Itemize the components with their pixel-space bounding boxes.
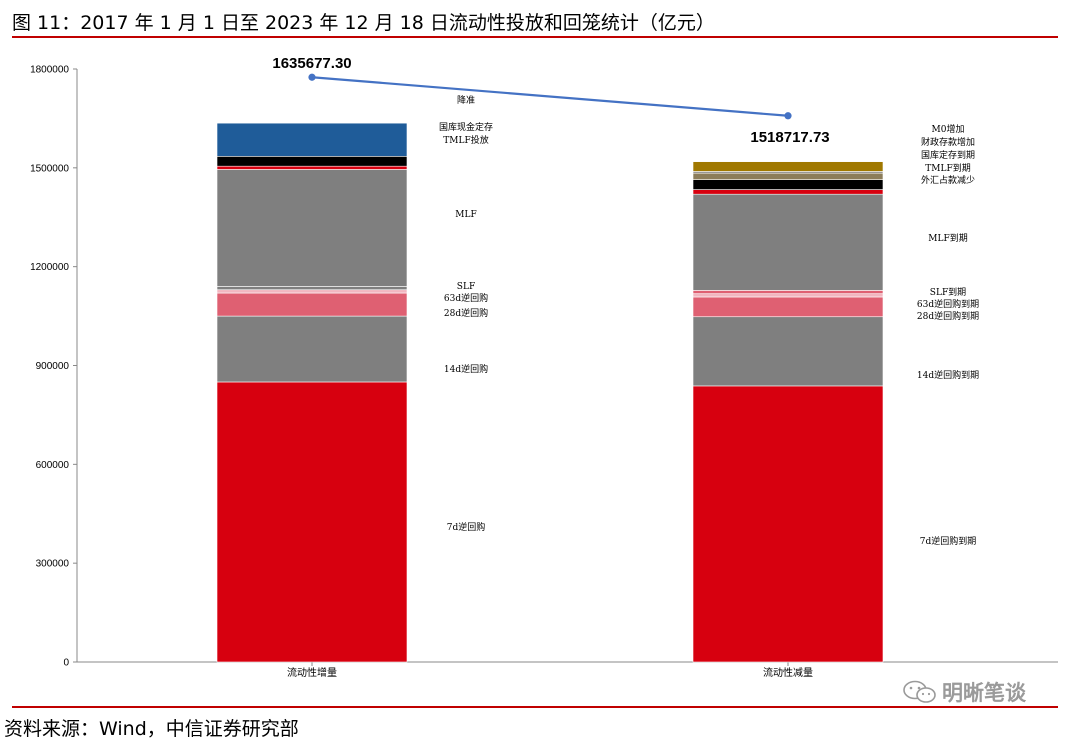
segment-label: 外汇占款减少 (921, 174, 975, 186)
y-tick-label: 900000 (36, 361, 70, 372)
x-category-label: 流动性增量 (287, 666, 337, 679)
segment-label: 7d逆回购到期 (920, 535, 977, 547)
segment-label: MLF到期 (928, 232, 967, 244)
y-tick-label: 300000 (36, 559, 70, 570)
bar-segment (216, 292, 408, 317)
chart-axes: 0 300000 600000 900000 1200000 1500000 1800000… (30, 65, 1058, 679)
y-tick-label: 600000 (36, 460, 70, 471)
bar-segment (692, 316, 884, 387)
source-rule (12, 706, 1058, 708)
bar-segment (692, 296, 884, 318)
figure-title: 图 11：2017 年 1 月 1 日至 2023 年 12 月 18 日流动性… (12, 12, 715, 34)
segment-label: 14d逆回购到期 (917, 369, 979, 381)
bar-segment (216, 165, 408, 170)
source-note: 资料来源：Wind，中信证券研究部 (4, 718, 299, 740)
segment-label: 14d逆回购 (444, 363, 488, 375)
segment-label: SLF (457, 282, 475, 292)
bar-segment (216, 169, 408, 287)
segment-label: 国库定存到期 (921, 149, 975, 161)
total-line-point (784, 112, 792, 120)
segment-label: 降准 (457, 94, 475, 106)
bar-segment (692, 189, 884, 195)
bar-segment (216, 122, 408, 157)
segment-label: MLF (455, 210, 476, 220)
segment-label: 63d逆回购 (444, 292, 488, 304)
segment-label: M0增加 (932, 123, 965, 135)
segment-label: 财政存款增加 (921, 136, 975, 148)
bar-segment (692, 290, 884, 294)
bar-segment (216, 315, 408, 383)
y-tick-label: 1500000 (30, 163, 69, 174)
bar-segment (216, 286, 408, 291)
bar-segment (216, 289, 408, 294)
total-value-label: 1635677.30 (272, 55, 351, 72)
watermark: 明晰笔谈 (902, 678, 1026, 706)
bar-segment (692, 172, 884, 180)
bar-segment (692, 293, 884, 298)
bar-segment (692, 193, 884, 291)
y-tick-label: 1800000 (30, 65, 69, 76)
wechat-icon (903, 680, 936, 703)
segment-label: 28d逆回购 (444, 307, 488, 319)
segment-label: SLF到期 (930, 286, 966, 298)
total-line-point (308, 73, 316, 81)
x-category-label: 流动性减量 (763, 666, 813, 679)
bar-segment (692, 179, 884, 190)
segment-label: 7d逆回购 (447, 521, 486, 533)
total-value-label: 1518717.73 (750, 129, 829, 146)
chart-bars (216, 122, 884, 663)
bar-segment (692, 385, 884, 663)
y-tick-label: 1200000 (30, 262, 69, 273)
segment-label: 63d逆回购到期 (917, 298, 979, 310)
segment-label: TMLF投放 (443, 134, 488, 146)
watermark-text: 明晰笔谈 (942, 681, 1026, 705)
bar-segment (692, 161, 884, 172)
total-line (311, 76, 789, 117)
chart-total-line: 1635677.30 1518717.73 (272, 55, 829, 146)
bar-segment (216, 156, 408, 167)
segment-label: 28d逆回购到期 (917, 310, 979, 322)
segment-label: TMLF到期 (925, 162, 970, 174)
segment-label: 国库现金定存 (439, 121, 493, 133)
title-rule (12, 36, 1058, 38)
y-tick-label: 0 (63, 658, 69, 669)
bar-segment (216, 381, 408, 663)
